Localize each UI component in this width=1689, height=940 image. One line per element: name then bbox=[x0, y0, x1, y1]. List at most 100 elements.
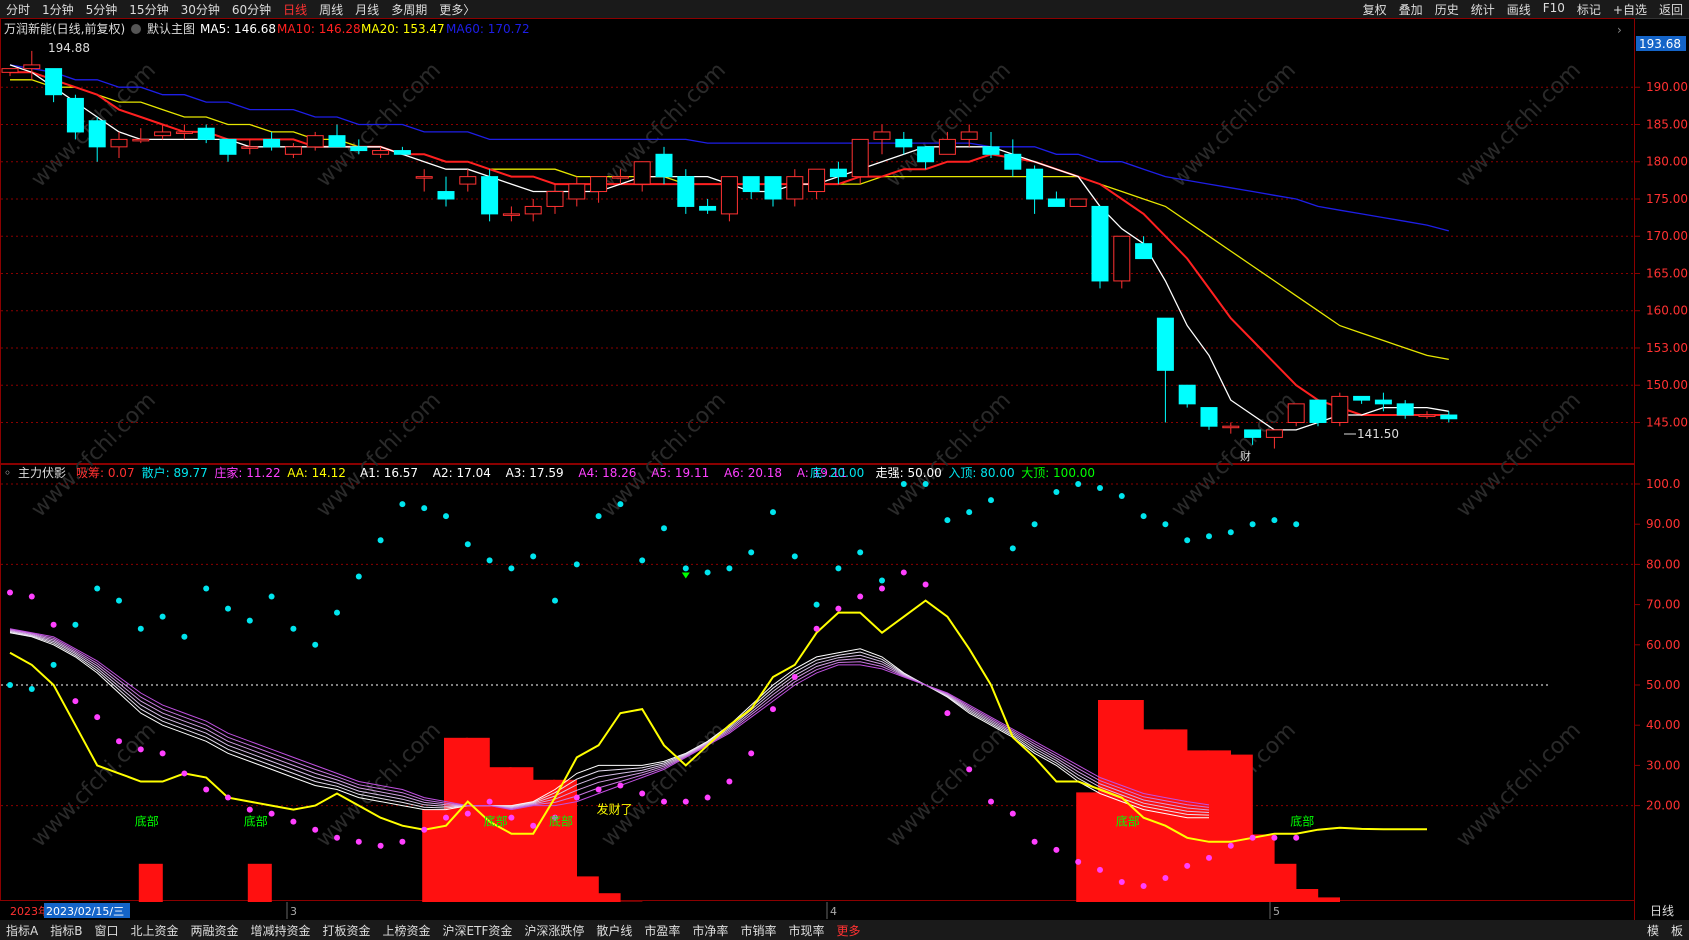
period-button[interactable]: 月线 bbox=[355, 2, 380, 17]
financial-report-marker[interactable]: 财 bbox=[1240, 449, 1251, 463]
retail-dot bbox=[661, 525, 667, 532]
bottom-signal-label: 底部 bbox=[484, 814, 508, 829]
dealer-dot bbox=[530, 822, 537, 829]
toolbar-button-draw[interactable]: 画线 bbox=[1506, 2, 1531, 17]
watermark-text: www.cfchi.com bbox=[27, 718, 161, 852]
ribbon-line-a3 bbox=[9, 630, 1210, 813]
bottom-tab[interactable]: 市盈率 bbox=[644, 923, 681, 938]
candle-down bbox=[1135, 243, 1153, 260]
bottom-tab[interactable]: 沪深涨跌停 bbox=[524, 923, 585, 938]
bottom-right-button[interactable]: 板 bbox=[1670, 923, 1683, 938]
toolbar-button-stats[interactable]: 统计 bbox=[1470, 2, 1495, 17]
watermark-text: www.cfchi.com bbox=[1167, 388, 1301, 522]
dealer-dot bbox=[857, 593, 864, 600]
chevron-right-icon[interactable]: › bbox=[1617, 23, 1622, 37]
retail-dot bbox=[813, 601, 820, 608]
retail-dot bbox=[1140, 513, 1147, 520]
toolbar-button-mark[interactable]: 标记 bbox=[1576, 2, 1601, 17]
retail-dot bbox=[225, 605, 231, 612]
candle-down bbox=[1156, 317, 1174, 371]
retail-dot bbox=[508, 565, 515, 572]
period-button[interactable]: 5分钟 bbox=[85, 2, 118, 17]
bottom-right-button[interactable]: 模 bbox=[1646, 923, 1659, 938]
bottom-tab[interactable]: 上榜资金 bbox=[382, 923, 431, 938]
bottom-tab[interactable]: 增减持资金 bbox=[250, 923, 311, 938]
period-button-daily[interactable]: 日线 bbox=[283, 2, 308, 17]
period-button[interactable]: 30分钟 bbox=[180, 2, 220, 17]
bottom-tab[interactable]: 市现率 bbox=[788, 923, 825, 938]
candle-up bbox=[851, 138, 869, 178]
price-tick-label: 180.00 bbox=[1646, 155, 1688, 169]
watermark-text: www.cfchi.com bbox=[1452, 388, 1586, 522]
candle-up bbox=[1113, 235, 1131, 282]
toolbar-button-history[interactable]: 历史 bbox=[1434, 2, 1459, 17]
retail-dot bbox=[421, 505, 428, 512]
period-button[interactable]: 60分钟 bbox=[231, 2, 272, 17]
candle-down bbox=[1178, 384, 1196, 405]
watermark-text: www.cfchi.com bbox=[27, 388, 161, 522]
stock-chart[interactable]: www.cfchi.com www.cfchi.com www.cfchi.com w… bbox=[0, 18, 1689, 920]
indicator-legend-item: AA: 14.12 bbox=[287, 466, 346, 480]
bottom-tab[interactable]: 两融资金 bbox=[190, 923, 239, 938]
price-axis: 193.68 190.00 185.00 180.00 175.00 170.00 165… bbox=[1634, 36, 1688, 429]
indicator-tick-label: 70.00 bbox=[1646, 598, 1680, 612]
toolbar-button-add-watchlist[interactable]: +自选 bbox=[1612, 2, 1647, 17]
dealer-dot bbox=[443, 814, 449, 821]
period-button[interactable]: 15分钟 bbox=[129, 2, 169, 17]
candle-down bbox=[1047, 198, 1065, 207]
retail-dot bbox=[464, 541, 471, 548]
indicator-settings-icon[interactable]: ◦ bbox=[4, 466, 11, 480]
period-button[interactable]: 1分钟 bbox=[42, 2, 74, 17]
retail-dot bbox=[1118, 493, 1125, 500]
dealer-dot bbox=[835, 605, 842, 612]
dealer-dot bbox=[7, 589, 13, 596]
candle-down bbox=[655, 153, 673, 178]
indicator-tick-label: 40.00 bbox=[1646, 718, 1680, 732]
accumulation-bars bbox=[138, 700, 1362, 910]
indicator-level-legend: 底: 20.00 bbox=[810, 465, 864, 480]
toolbar-button-overlay[interactable]: 叠加 bbox=[1398, 2, 1423, 17]
main-chart-frame bbox=[0, 18, 1635, 464]
candle-down bbox=[1004, 153, 1022, 170]
retail-dot bbox=[900, 481, 907, 487]
dealer-dot bbox=[791, 673, 798, 680]
bottom-tab[interactable]: 市销率 bbox=[740, 923, 777, 938]
dealer-dot bbox=[290, 818, 297, 825]
toolbar-button-back[interactable]: 返回 bbox=[1658, 2, 1683, 17]
dealer-dot bbox=[944, 710, 951, 717]
bottom-tab[interactable]: 散户线 bbox=[596, 923, 633, 938]
candle-down bbox=[1309, 399, 1327, 423]
high-price-label: 194.88 bbox=[48, 41, 90, 55]
bottom-tab[interactable]: 更多 bbox=[836, 923, 861, 938]
bottom-signal-label: 底部 bbox=[549, 814, 573, 829]
candle-down bbox=[917, 146, 935, 163]
retail-dot bbox=[355, 573, 362, 580]
toolbar-button-adjust[interactable]: 复权 bbox=[1362, 2, 1387, 17]
bottom-tab[interactable]: 指标B bbox=[50, 923, 83, 938]
bottom-tab[interactable]: 打板资金 bbox=[322, 923, 371, 938]
bottom-tab[interactable]: 市净率 bbox=[692, 923, 729, 938]
price-tick-label: 145.00 bbox=[1646, 415, 1688, 429]
period-button[interactable]: 周线 bbox=[319, 2, 344, 17]
bottom-tab[interactable]: 指标A bbox=[6, 923, 39, 938]
bottom-tab[interactable]: 窗口 bbox=[94, 923, 119, 938]
retail-dot bbox=[399, 501, 406, 508]
settings-gear-icon[interactable] bbox=[131, 24, 141, 34]
candle-down bbox=[219, 138, 237, 155]
candle-up bbox=[459, 176, 477, 185]
period-button[interactable]: 分时 bbox=[6, 2, 31, 17]
candlestick-series bbox=[1, 50, 1458, 449]
retail-dot bbox=[334, 609, 340, 616]
legend-ma60: MA60: 170.72 bbox=[446, 22, 530, 36]
toolbar-button-f10[interactable]: F10 bbox=[1542, 0, 1565, 15]
more-periods-button[interactable]: 更多〉 bbox=[439, 2, 476, 17]
candle-up bbox=[306, 135, 324, 148]
retail-dot bbox=[181, 633, 188, 640]
candle-up bbox=[241, 146, 259, 149]
period-button[interactable]: 多周期 bbox=[391, 2, 428, 17]
accumulation-bar bbox=[422, 809, 447, 910]
candle-down bbox=[1026, 168, 1044, 200]
dealer-dot bbox=[72, 698, 79, 705]
bottom-tab[interactable]: 北上资金 bbox=[130, 923, 179, 938]
bottom-tab[interactable]: 沪深ETF资金 bbox=[442, 923, 513, 938]
